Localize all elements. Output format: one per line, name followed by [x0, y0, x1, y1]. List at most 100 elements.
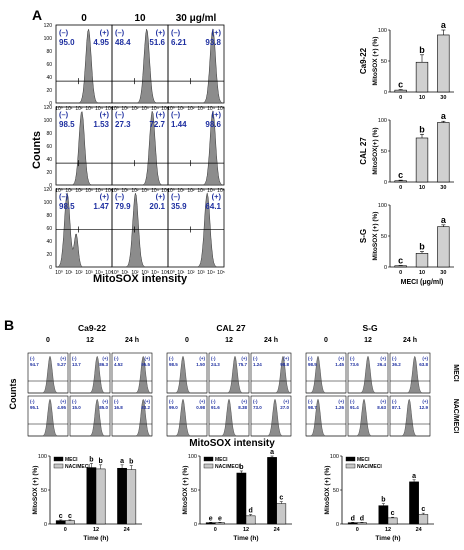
bar [387, 517, 398, 525]
small-gate-positive-value: 98.8 [280, 362, 289, 367]
bar [437, 226, 450, 268]
hist-x-tick-label: 10³ [197, 106, 205, 112]
hist-y-tick-label: 100 [44, 118, 53, 124]
small-gate-positive-value: 8.63 [377, 405, 386, 410]
gate-positive-label: (+) [100, 192, 110, 201]
bar [86, 467, 97, 525]
hist-x-tick-label: 10⁰ [55, 188, 63, 194]
hist-x-tick-label: 10³ [85, 106, 93, 112]
gate-negative-value: 98.5 [59, 202, 75, 211]
hist-x-tick-label: 10³ [141, 270, 149, 276]
hist-x-tick-label: 10² [75, 188, 83, 194]
small-gate-negative: (-) [169, 399, 174, 404]
hist-y-tick-label: 20 [46, 88, 52, 94]
significance-letter: b [381, 497, 385, 504]
hist-x-tick-label: 10⁵ [105, 106, 113, 112]
y-tick-label: 0 [384, 180, 387, 186]
hist-x-tick-label: 10⁰ [167, 188, 175, 194]
significance-letter: d [248, 507, 252, 514]
bar-y-axis-label: MitoSOX(+) (%) [372, 127, 379, 174]
bar [65, 520, 75, 525]
hist-y-tick-label: 120 [44, 187, 53, 193]
bar [357, 522, 367, 525]
histogram-curve [168, 28, 225, 104]
y-tick-label: 50 [381, 59, 387, 65]
gate-negative-value: 95.0 [59, 38, 75, 47]
hist-y-tick-label: 100 [44, 200, 53, 206]
time-header: 0 [324, 337, 328, 344]
gate-positive-value: 64.1 [205, 202, 221, 211]
significance-letter: e [218, 515, 222, 522]
time-header: 0 [46, 337, 50, 344]
small-gate-positive: (+) [283, 399, 289, 404]
gate-negative-label: (–) [59, 28, 69, 37]
hist-x-tick-label: 10³ [197, 188, 205, 194]
hist-y-tick-label: 0 [49, 265, 52, 271]
bar [394, 265, 407, 268]
y-tick-label: 100 [38, 454, 47, 460]
small-gate-negative-value: 24.3 [211, 362, 220, 367]
significance-letter: a [441, 20, 447, 30]
small-histogram-curve [390, 398, 430, 437]
small-gate-negative-value: 98.7 [308, 405, 317, 410]
time-header: 24 h [264, 337, 278, 344]
small-gate-negative-value: 94.7 [30, 362, 39, 367]
bar [55, 520, 66, 525]
hist-x-tick-label: 10³ [85, 188, 93, 194]
y-tick-label: 0 [384, 265, 387, 271]
hist-y-tick-label: 120 [44, 23, 53, 29]
hist-x-tick-label: 10⁴ [95, 270, 103, 276]
bar [117, 467, 127, 525]
time-header: 24 h [125, 337, 139, 344]
hist-x-tick-label: 10⁰ [167, 106, 175, 112]
small-gate-positive: (+) [283, 356, 289, 361]
hist-x-tick-label: 10¹ [121, 106, 129, 112]
small-gate-positive-value: 26.4 [377, 362, 386, 367]
significance-letter: b [98, 458, 102, 465]
bar [347, 522, 358, 525]
histogram-curve [112, 110, 168, 186]
hist-x-tick-label: 10⁰ [111, 106, 119, 112]
hist-x-tick-label: 10² [75, 270, 83, 276]
y-tick-label: 100 [378, 28, 387, 34]
legend-swatch [345, 456, 356, 462]
b-x-axis-label: MitoSOX intensity [189, 438, 275, 449]
bar [415, 137, 429, 183]
gate-positive-label: (+) [100, 110, 110, 119]
bar [276, 503, 287, 525]
hist-x-tick-label: 10⁴ [151, 188, 159, 194]
x-tick-label: 10 [419, 95, 425, 101]
hist-x-tick-label: 10⁵ [217, 188, 225, 194]
y-tick-label: 50 [381, 234, 387, 240]
x-axis-label: MitoSOX intensity [93, 273, 188, 285]
histogram-curve [56, 28, 112, 104]
y-tick-label: 100 [330, 454, 339, 460]
y-tick-label: 0 [44, 522, 47, 528]
small-gate-positive-value: 83.2 [141, 405, 150, 410]
x-tick-label: 0 [399, 185, 402, 191]
bar [394, 89, 407, 93]
cell-line-header: CAL 27 [216, 323, 245, 333]
small-histogram-curve [390, 355, 430, 394]
hist-x-tick-label: 10⁵ [105, 188, 113, 194]
cell-line-label: CAL 27 [359, 137, 368, 165]
hist-x-tick-label: 10³ [141, 188, 149, 194]
bar [267, 457, 277, 525]
small-gate-negative: (-) [392, 356, 397, 361]
hist-x-tick-label: 10⁰ [55, 106, 63, 112]
hist-x-tick-label: 10⁴ [95, 106, 103, 112]
significance-letter: b [129, 459, 133, 466]
small-gate-negative-value: 98.5 [169, 362, 178, 367]
significance-letter: c [398, 255, 403, 265]
small-gate-positive: (+) [422, 399, 428, 404]
small-gate-positive-value: 4.95 [57, 405, 66, 410]
small-histogram-curve [28, 355, 68, 394]
small-gate-negative-value: 1.24 [253, 362, 262, 367]
small-gate-negative: (-) [253, 399, 258, 404]
small-gate-negative-value: 4.52 [114, 362, 123, 367]
legend-label: MECI [65, 457, 78, 463]
small-histogram-curve [306, 355, 346, 394]
small-histogram-curve [28, 398, 68, 437]
cell-line-header: Ca9-22 [78, 323, 106, 333]
